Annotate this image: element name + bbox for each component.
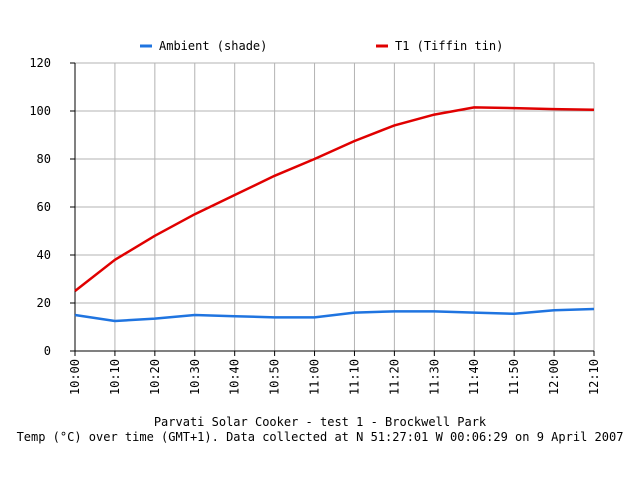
series-line	[74, 307, 595, 323]
chart-subtitle: Temp (°C) over time (GMT+1). Data collec…	[17, 430, 624, 444]
y-tick-label: 60	[37, 200, 51, 214]
legend-label: Ambient (shade)	[159, 39, 267, 53]
chart-title: Parvati Solar Cooker - test 1 - Brockwel…	[154, 415, 487, 429]
y-tick-label: 40	[37, 248, 51, 262]
y-tick-label: 0	[44, 344, 51, 358]
x-tick-label: 10:00	[68, 359, 82, 395]
x-tick-label: 11:10	[347, 359, 361, 395]
grid	[74, 62, 595, 352]
x-tick-label: 11:30	[427, 359, 441, 395]
x-tick-label: 10:20	[148, 359, 162, 395]
x-tick-label: 10:30	[188, 359, 202, 395]
x-tick-label: 11:00	[308, 359, 322, 395]
x-tick-label: 11:40	[467, 359, 481, 395]
x-axis-ticks: 10:00 10:10 10:20 10:30 10:40 10:50 11:00 11:10…	[68, 351, 601, 395]
legend-label: T1 (Tiffin tin)	[395, 39, 503, 53]
y-tick-label: 20	[37, 296, 51, 310]
series-lines	[74, 106, 595, 323]
x-tick-label: 12:10	[587, 359, 601, 395]
y-tick-label: 120	[29, 56, 51, 70]
x-tick-label: 12:00	[547, 359, 561, 395]
legend: Ambient (shade) T1 (Tiffin tin)	[140, 39, 503, 53]
x-tick-label: 10:10	[108, 359, 122, 395]
x-tick-label: 10:50	[268, 359, 282, 395]
y-tick-label: 80	[37, 152, 51, 166]
x-tick-label: 11:50	[507, 359, 521, 395]
x-tick-label: 10:40	[228, 359, 242, 395]
series-line	[74, 106, 595, 292]
y-axis-ticks: 0 20 40 60 80 100 120	[29, 56, 75, 358]
y-tick-label: 100	[29, 104, 51, 118]
x-tick-label: 11:20	[387, 359, 401, 395]
